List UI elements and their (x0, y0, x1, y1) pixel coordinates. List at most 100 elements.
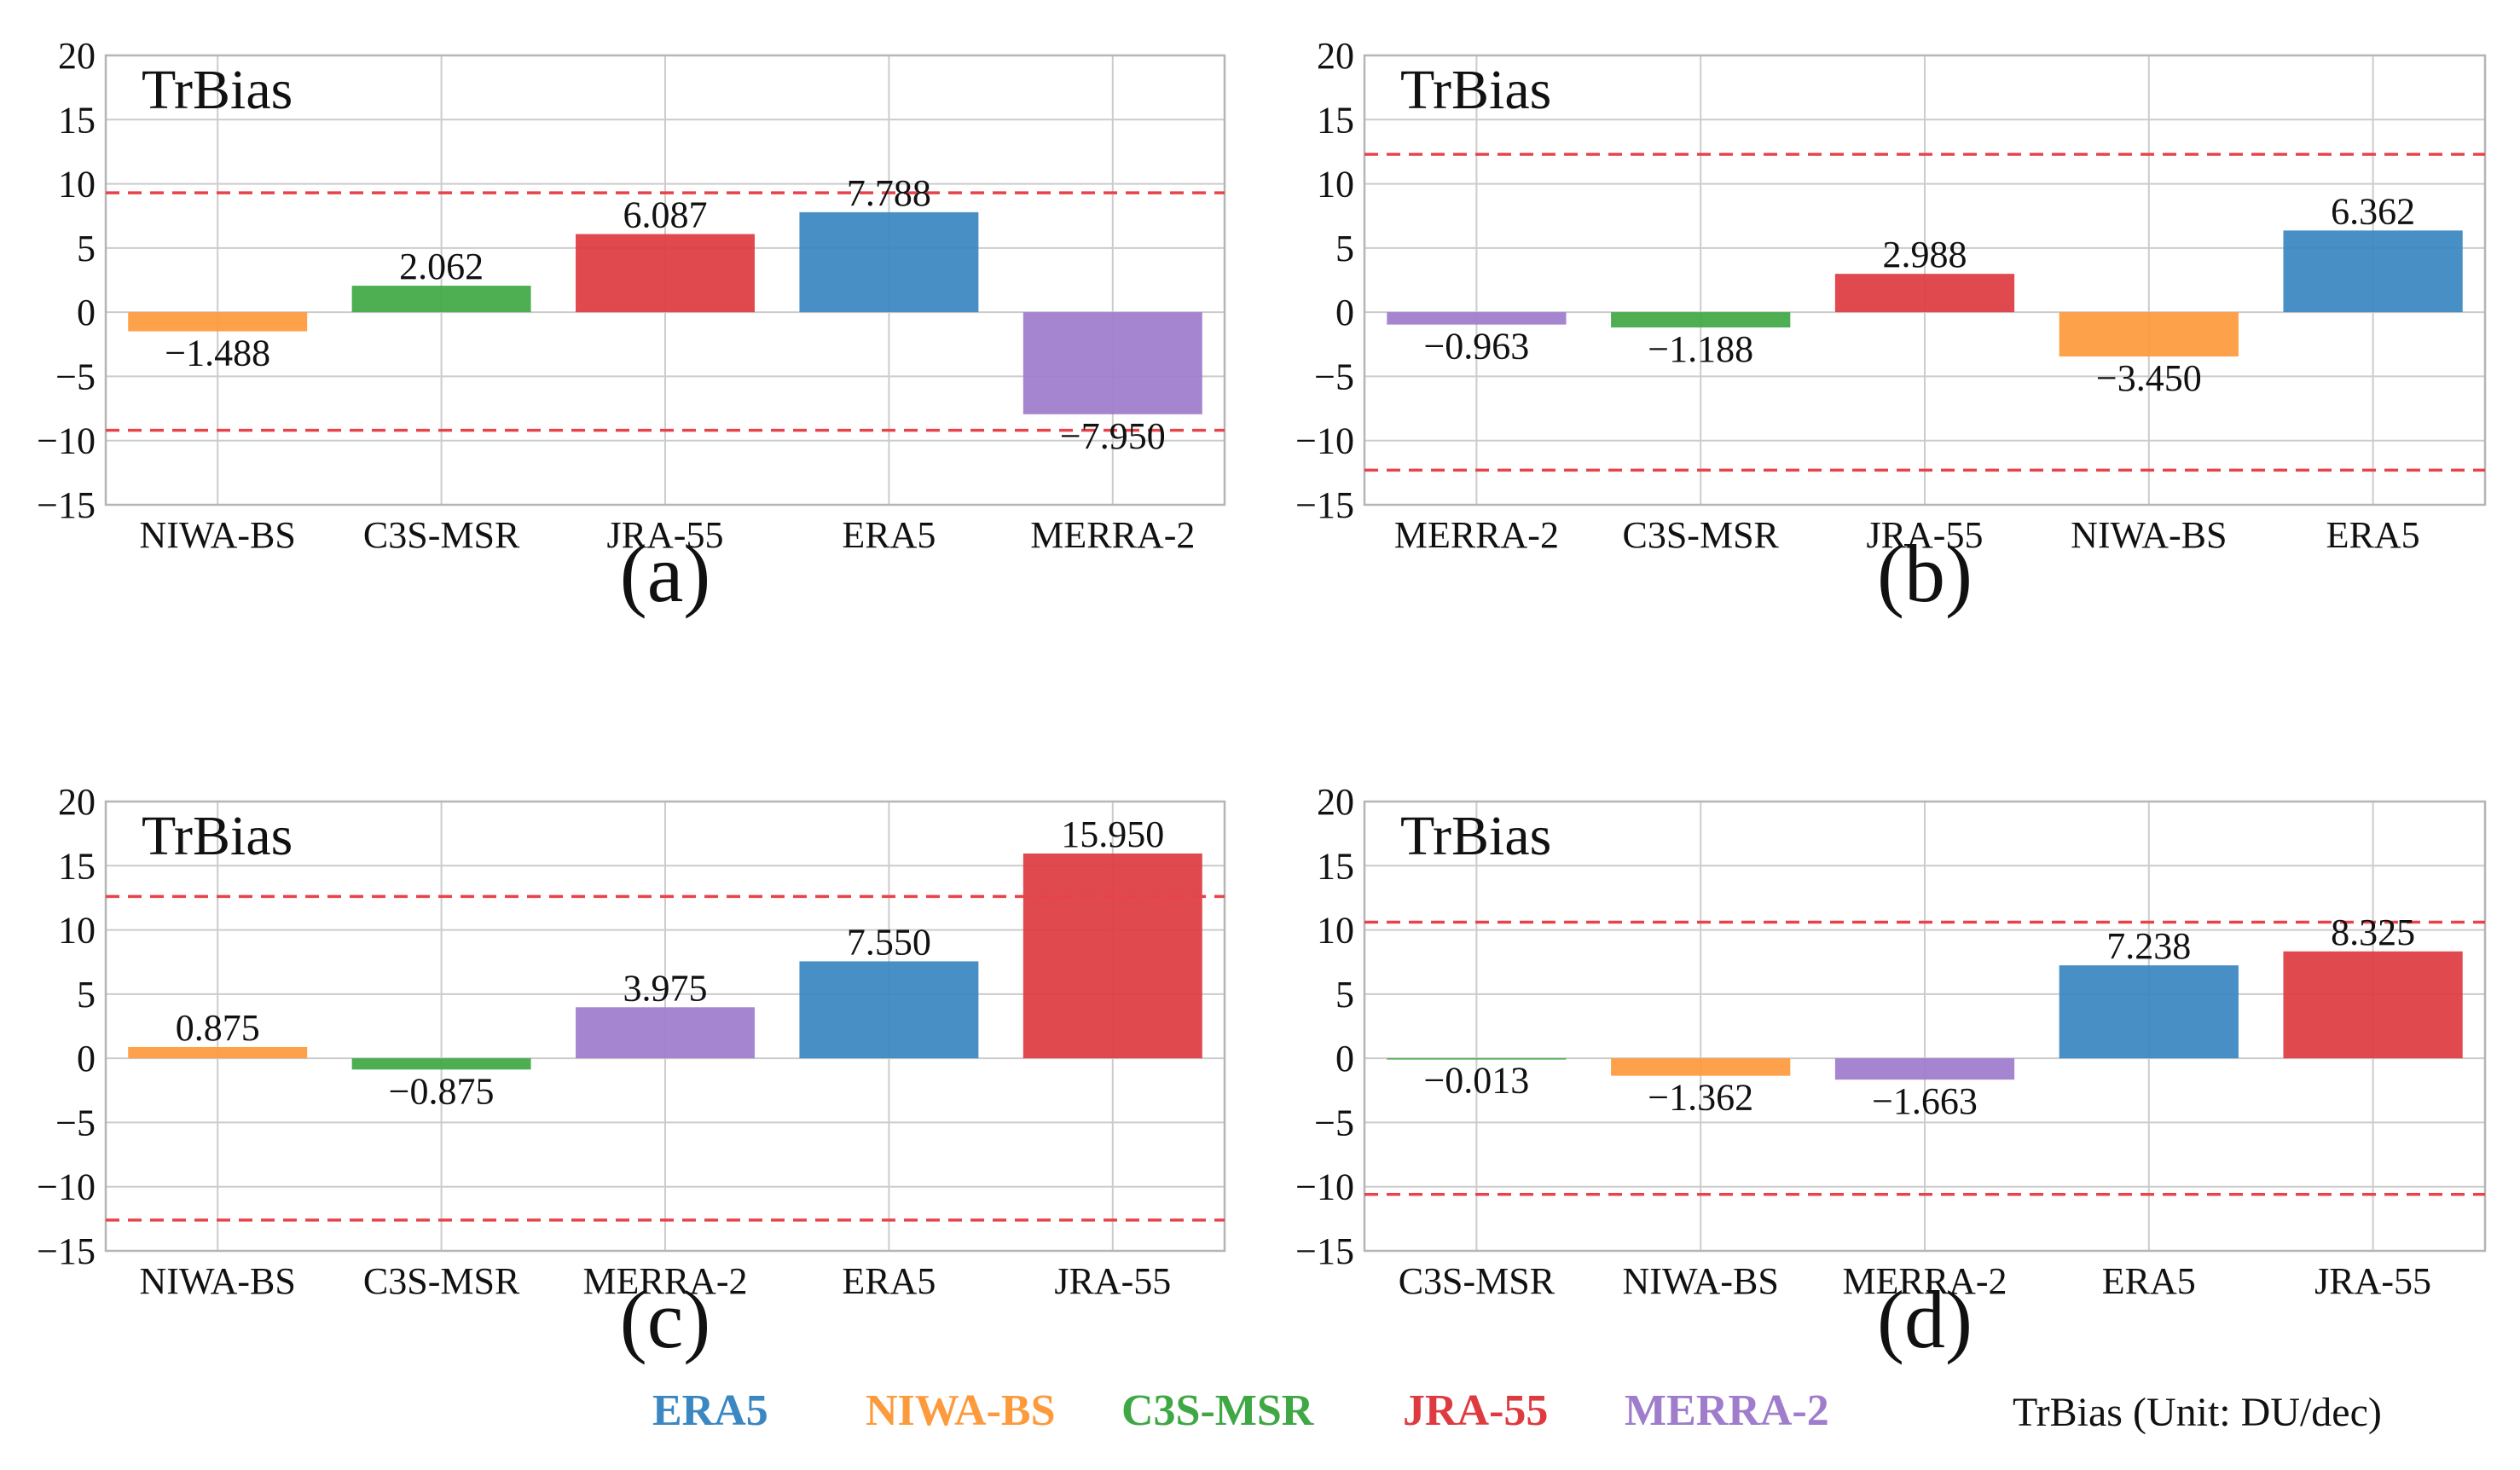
panel-a-bar-jra-55 (576, 234, 755, 313)
panel-b-ytick-label: 10 (1317, 164, 1354, 205)
legend-c3s-msr: C3S-MSR (1121, 1386, 1314, 1435)
panel-d-ytick-label: 0 (1335, 1038, 1354, 1079)
panel-a-xtick-label: NIWA-BS (140, 514, 296, 556)
panel-b-bar-niwa-bs (2059, 312, 2239, 357)
panel-a-bar-niwa-bs (128, 312, 308, 332)
panel-a-data-label: −7.950 (1060, 415, 1166, 457)
panel-c-xtick-label: MERRA-2 (582, 1260, 747, 1302)
panel-d-data-label: 7.238 (2106, 925, 2191, 967)
panel-b-bar-era5 (2283, 230, 2463, 313)
panel-a-ytick-label: 15 (58, 99, 96, 141)
panel-c-data-label: 7.550 (847, 921, 931, 963)
panel-c-data-label: 0.875 (176, 1007, 260, 1049)
panel-d-xtick-label: NIWA-BS (1623, 1260, 1779, 1302)
panel-a-xtick-label: JRA-55 (607, 514, 724, 556)
panel-b-bar-c3s-msr (1611, 312, 1791, 328)
panel-a-data-label: 2.062 (399, 246, 484, 287)
panel-b-data-label: −1.188 (1648, 328, 1753, 370)
panel-c-ytick-label: −10 (37, 1166, 96, 1208)
panel-d-ytick-label: 10 (1317, 910, 1354, 952)
panel-d-data-label: −1.362 (1648, 1077, 1753, 1119)
panel-d-bar-jra-55 (2283, 951, 2463, 1059)
legend-niwa-bs: NIWA-BS (866, 1386, 1056, 1435)
panel-b-bar-merra-2 (1387, 312, 1567, 325)
panel-a-bar-merra-2 (1022, 312, 1202, 414)
panel-a-xtick-label: C3S-MSR (363, 514, 520, 556)
panel-c-xtick-label: C3S-MSR (363, 1260, 520, 1302)
panel-b-data-label: 2.988 (1883, 234, 1967, 275)
panel-c-bar-jra-55 (1022, 853, 1202, 1059)
panel-b-xtick-label: JRA-55 (1867, 514, 1984, 556)
legend-merra-2: MERRA-2 (1625, 1386, 1829, 1435)
panel-c-title: TrBias (142, 805, 293, 867)
panel-c-data-label: 15.950 (1061, 813, 1164, 855)
panel-d-bar-c3s-msr (1387, 1058, 1567, 1060)
panel-b-data-label: −0.963 (1423, 326, 1529, 368)
panel-b-xtick-label: C3S-MSR (1622, 514, 1779, 556)
panel-b-data-label: 6.362 (2331, 190, 2415, 232)
legend-unit-note: TrBias (Unit: DU/dec) (2013, 1390, 2382, 1435)
panel-a-ytick-label: −5 (55, 356, 96, 397)
panel-b-ytick-label: −5 (1314, 356, 1354, 397)
panel-d-bar-niwa-bs (1611, 1058, 1791, 1076)
legend-jra-55: JRA-55 (1403, 1386, 1549, 1435)
panel-d-ytick-label: −15 (1295, 1230, 1354, 1272)
panel-a-ytick-label: −15 (37, 484, 96, 526)
panel-d-data-label: −0.013 (1423, 1059, 1529, 1101)
panel-b-data-label: −3.450 (2096, 357, 2202, 399)
panel-d-title: TrBias (1400, 805, 1551, 867)
panel-c-ytick-label: 20 (58, 781, 96, 823)
panel-a-ytick-label: 0 (77, 292, 96, 333)
panel-a-bar-c3s-msr (351, 286, 531, 313)
panel-c-ytick-label: 10 (58, 910, 96, 952)
panel-a-xtick-label: ERA5 (842, 514, 936, 556)
panel-c-xtick-label: ERA5 (842, 1260, 936, 1302)
panel-a-ytick-label: −10 (37, 420, 96, 462)
panel-c-ytick-label: 5 (77, 974, 96, 1016)
panel-d-bar-era5 (2059, 965, 2239, 1059)
panel-c-xtick-label: JRA-55 (1054, 1260, 1171, 1302)
panel-d-data-label: 8.325 (2331, 912, 2415, 953)
panel-c-data-label: −0.875 (389, 1070, 495, 1112)
panel-a-bar-era5 (799, 211, 979, 313)
panel-b-title: TrBias (1400, 59, 1551, 121)
panel-a-frame (104, 54, 1226, 506)
panel-c-label: (c) (620, 1274, 711, 1365)
panel-a-ytick-label: 20 (58, 35, 96, 77)
panel-b-label: (b) (1877, 528, 1973, 619)
panel-d-xtick-label: JRA-55 (2314, 1260, 2431, 1302)
panel-a-data-label: −1.488 (165, 333, 270, 374)
panel-a-ytick-label: 5 (77, 228, 96, 269)
panel-b-ytick-label: 15 (1317, 99, 1354, 141)
panel-b-ytick-label: −15 (1295, 484, 1354, 526)
panel-b-ytick-label: 20 (1317, 35, 1354, 77)
panel-b-frame (1363, 54, 2487, 506)
panel-c-xtick-label: NIWA-BS (140, 1260, 296, 1302)
panel-d-xtick-label: ERA5 (2102, 1260, 2196, 1302)
panel-c-bar-c3s-msr (351, 1058, 531, 1070)
panel-d-ytick-label: −10 (1295, 1166, 1354, 1208)
panel-d-ytick-label: 20 (1317, 781, 1354, 823)
panel-c-bar-niwa-bs (128, 1046, 308, 1059)
panel-b-ytick-label: 5 (1335, 228, 1354, 269)
panel-a-ytick-label: 10 (58, 164, 96, 205)
panel-b-ytick-label: 0 (1335, 292, 1354, 333)
panel-a-xtick-label: MERRA-2 (1030, 514, 1195, 556)
panel-a-data-label: 7.788 (847, 172, 931, 214)
panel-d-ytick-label: 5 (1335, 974, 1354, 1016)
panel-d-xtick-label: MERRA-2 (1842, 1260, 2007, 1302)
panel-a-label: (a) (620, 528, 711, 619)
panel-d-ytick-label: −5 (1314, 1102, 1354, 1143)
panel-c-ytick-label: 0 (77, 1038, 96, 1079)
panel-d-xtick-label: C3S-MSR (1399, 1260, 1555, 1302)
legend-era5: ERA5 (652, 1386, 768, 1435)
legend: ERA5 NIWA-BS C3S-MSR JRA-55 MERRA-2 TrBi… (0, 1386, 2520, 1445)
panel-b-xtick-label: MERRA-2 (1394, 514, 1559, 556)
panel-d-label: (d) (1877, 1274, 1973, 1365)
panel-b-xtick-label: NIWA-BS (2071, 514, 2227, 556)
panel-c-frame (104, 800, 1226, 1253)
panel-c-bar-merra-2 (576, 1007, 755, 1059)
panel-c-ytick-label: −5 (55, 1102, 96, 1143)
panel-d-data-label: −1.663 (1872, 1080, 1978, 1122)
panel-c-data-label: 3.975 (623, 967, 708, 1009)
